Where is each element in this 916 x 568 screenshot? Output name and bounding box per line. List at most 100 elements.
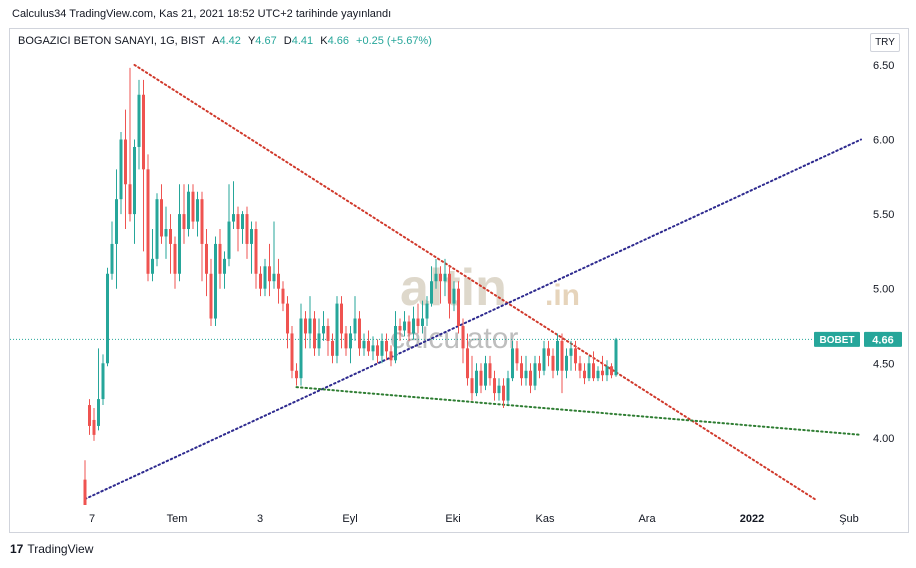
candle-body [272, 273, 276, 282]
tv-brand-text: TradingView [27, 542, 94, 556]
tv-logo-icon: 17 [10, 542, 24, 556]
candle-body [259, 273, 262, 289]
candle-body [299, 318, 303, 379]
candle-body [416, 318, 420, 326]
candle-body [295, 370, 298, 379]
candle-body [529, 370, 532, 386]
candle-body [574, 348, 577, 364]
candle-body [250, 229, 253, 244]
candle-body [191, 191, 195, 222]
candle-body [371, 345, 375, 352]
open-label: A [212, 35, 220, 47]
x-tick-label: 7 [89, 513, 95, 525]
candle-body [353, 318, 357, 334]
candle-body [578, 363, 582, 371]
low-value: 4.41 [291, 35, 314, 47]
symbol-name: BOGAZICI BETON SANAYI, 1G, BIST [18, 35, 206, 47]
candle-body [155, 199, 159, 259]
y-tick-label: 6.00 [873, 135, 894, 147]
x-tick-label: Eki [445, 513, 460, 525]
candle-body [551, 355, 555, 371]
candle-body [479, 370, 483, 386]
price-label-symbol: BOBET [820, 335, 855, 346]
candle-body [484, 363, 487, 386]
candle-body [475, 370, 478, 394]
candle-body [110, 243, 114, 274]
x-tick-label: 2022 [740, 513, 764, 525]
candle-body [614, 339, 618, 376]
candle-body [209, 273, 213, 319]
candle-body [488, 363, 492, 379]
candle-body [173, 243, 177, 274]
candle-body [425, 303, 429, 319]
candle-body [160, 199, 163, 237]
publish-header: Calculus34 TradingView.com, Kas 21, 2021… [12, 8, 392, 20]
candle-body [326, 325, 330, 341]
candle-body [115, 199, 118, 244]
candle-body [610, 366, 613, 376]
candle-body [218, 243, 222, 274]
candle-body [322, 325, 325, 334]
candle-body [565, 355, 568, 371]
price-label-value-bg [864, 331, 902, 347]
candle-body [151, 258, 154, 274]
candle-body [200, 199, 204, 244]
change-value: +0.25 (+5.67%) [356, 35, 432, 47]
candle-body [227, 221, 231, 259]
low-label: D [283, 35, 292, 47]
candle-body [178, 214, 181, 274]
candle-body [308, 318, 312, 334]
trendline-red[interactable] [133, 63, 818, 502]
candle-body [457, 288, 460, 326]
candle-body [533, 363, 537, 386]
candle-body [380, 340, 384, 356]
candle-body [187, 191, 190, 230]
high-value: 4.67 [255, 35, 277, 47]
candle-body [101, 363, 105, 400]
candle-body [520, 363, 523, 379]
x-tick-label: Eyl [342, 513, 357, 525]
candle-body [169, 229, 172, 244]
symbol-legend: BOGAZICI BETON SANAYI, 1G, BIST A4.42 Y4… [18, 35, 432, 47]
x-tick-label: 3 [257, 513, 263, 525]
candle-body [497, 385, 501, 394]
candle-body [376, 345, 379, 356]
tradingview-logo[interactable]: 17 TradingView [10, 542, 93, 556]
candle-body [542, 348, 546, 371]
candle-body [466, 348, 469, 379]
candle-body [223, 258, 226, 274]
candle-body [344, 333, 348, 349]
candle-body [164, 229, 168, 237]
candle-body [281, 288, 285, 304]
candle-body [583, 370, 586, 379]
candle-body [502, 385, 505, 401]
candle-body [340, 303, 343, 334]
candle-body [461, 325, 465, 349]
candle-body [362, 340, 366, 349]
candle-body [304, 318, 307, 334]
candle-body [290, 333, 294, 371]
candle-body [277, 273, 280, 289]
chart-panel[interactable] [9, 28, 909, 533]
candle-body [88, 405, 91, 426]
candle-body [335, 303, 339, 356]
candle-body [403, 321, 406, 331]
candle-body [137, 94, 141, 147]
candle-body [587, 363, 591, 379]
candle-body [443, 273, 447, 282]
candle-body [142, 94, 145, 170]
candle-body [106, 273, 109, 364]
y-tick-label: 4.00 [873, 433, 894, 445]
y-tick-label: 6.50 [873, 60, 894, 72]
candle-body [434, 273, 438, 282]
trendline-blue[interactable] [84, 138, 862, 501]
close-value: 4.66 [327, 35, 349, 47]
candle-body [92, 419, 96, 435]
candle-body [421, 318, 424, 326]
candle-body [124, 139, 127, 185]
candle-body [146, 169, 150, 274]
currency-button[interactable]: TRY [870, 33, 900, 52]
candle-body [254, 229, 258, 274]
trendline-green[interactable] [295, 386, 862, 436]
